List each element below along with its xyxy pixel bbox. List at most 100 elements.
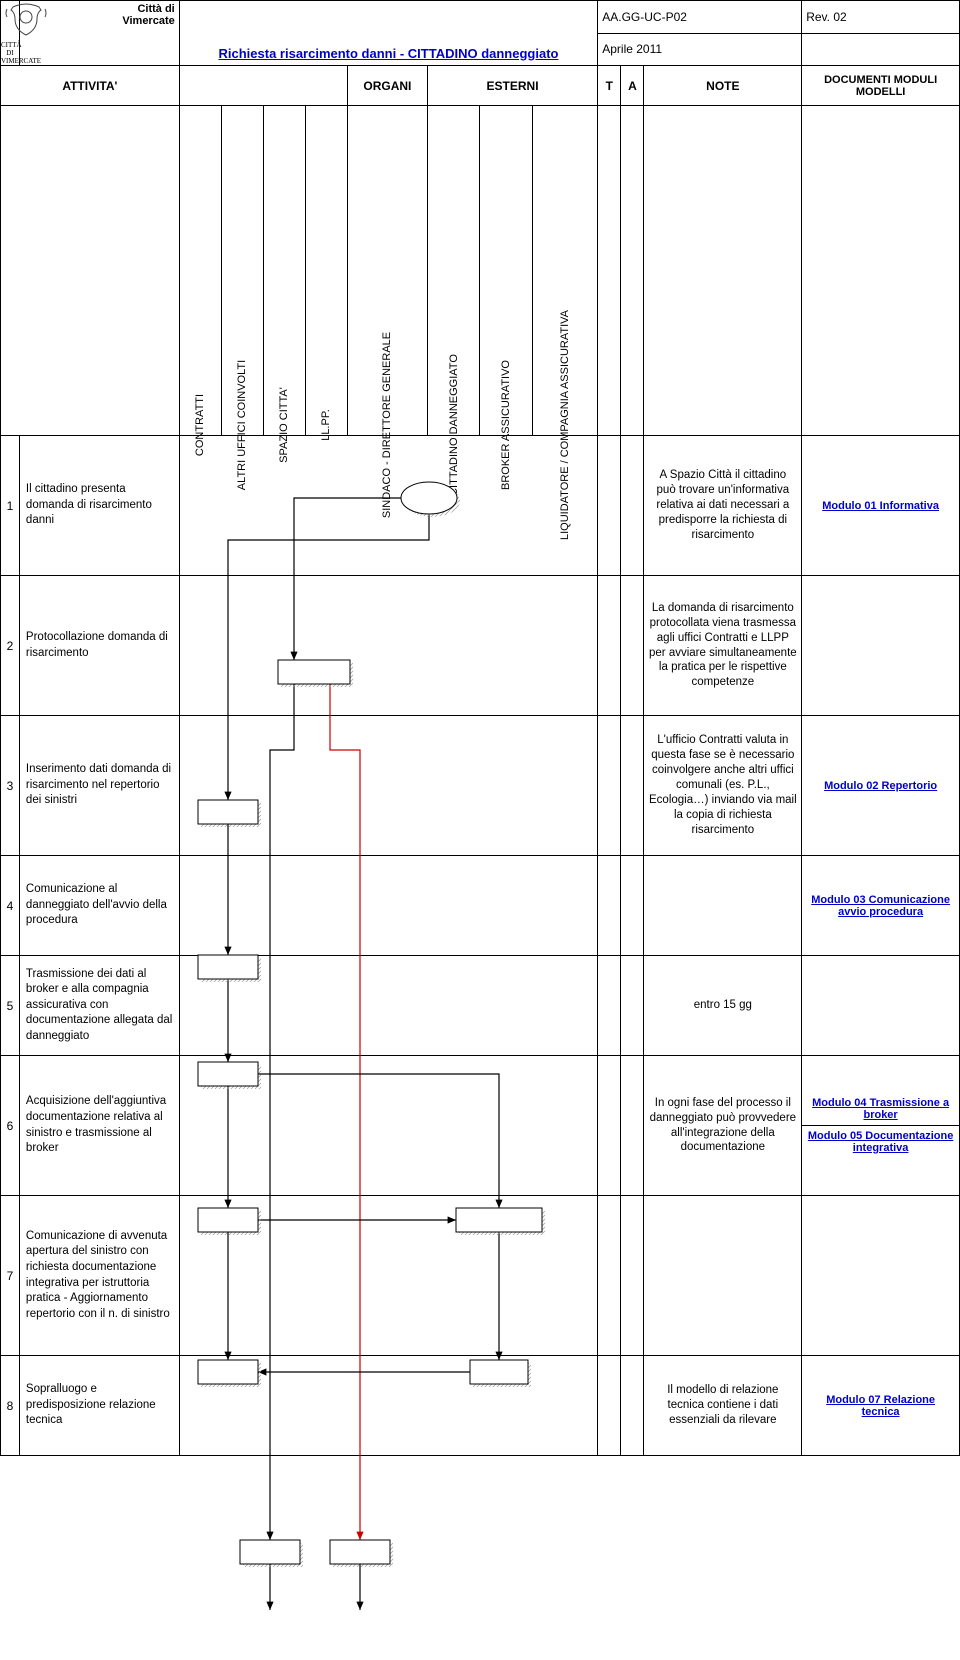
col-note: NOTE bbox=[644, 66, 802, 106]
note-cell: A Spazio Città il cittadino può trovare … bbox=[644, 436, 802, 576]
documents-cell: Modulo 04 Trasmissione a broker Modulo 05… bbox=[802, 1056, 960, 1196]
module-link[interactable]: Modulo 05 Documentazione integrativa bbox=[808, 1130, 953, 1154]
documents-cell bbox=[802, 576, 960, 716]
logo-caption: CITTÀ DI VIMERCATE bbox=[1, 41, 19, 65]
module-link[interactable]: Modulo 02 Repertorio bbox=[824, 780, 937, 792]
logo-cell: CITTÀ DI VIMERCATE bbox=[1, 1, 20, 66]
row-number: 3 bbox=[1, 716, 20, 856]
doc-date: Aprile 2011 bbox=[598, 33, 802, 66]
activity-row: 3Inserimento dati domanda di risarciment… bbox=[1, 716, 960, 856]
t-cell bbox=[598, 856, 621, 956]
documents-cell: Modulo 07 Relazione tecnica bbox=[802, 1356, 960, 1456]
a-cell bbox=[621, 1196, 644, 1356]
activity-description: Comunicazione al danneggiato dell'avvio … bbox=[19, 856, 179, 956]
activity-row: 8Sopralluogo e predisposizione relazione… bbox=[1, 1356, 960, 1456]
col-t: T bbox=[598, 66, 621, 106]
activity-description: Acquisizione dell'aggiuntiva documentazi… bbox=[19, 1056, 179, 1196]
t-cell bbox=[598, 956, 621, 1056]
t-cell bbox=[598, 1196, 621, 1356]
main-table: CITTÀ DI VIMERCATE Città di Vimercate Ri… bbox=[0, 0, 960, 1456]
lane-altri-uffici: ALTRI UFFICI COINVOLTI bbox=[221, 106, 263, 436]
row-number: 4 bbox=[1, 856, 20, 956]
row-number: 2 bbox=[1, 576, 20, 716]
col-a: A bbox=[621, 66, 644, 106]
flow-cell bbox=[179, 856, 598, 956]
activity-row: 2Protocollazione domanda di risarcimento… bbox=[1, 576, 960, 716]
activity-description: Protocollazione domanda di risarcimento bbox=[19, 576, 179, 716]
flow-cell bbox=[179, 1356, 598, 1456]
lane-broker: BROKER ASSICURATIVO bbox=[480, 106, 533, 436]
lane-cittadino: CITTADINO DANNEGGIATO bbox=[427, 106, 480, 436]
doc-revision: Rev. 02 bbox=[802, 1, 960, 34]
activity-row: 1Il cittadino presenta domanda di risarc… bbox=[1, 436, 960, 576]
lane-note-blank bbox=[644, 106, 802, 436]
module-link[interactable]: Modulo 01 Informativa bbox=[822, 500, 939, 512]
row-number: 1 bbox=[1, 436, 20, 576]
note-cell: entro 15 gg bbox=[644, 956, 802, 1056]
a-cell bbox=[621, 856, 644, 956]
note-cell: L'ufficio Contratti valuta in questa fas… bbox=[644, 716, 802, 856]
documents-cell: Modulo 01 Informativa bbox=[802, 436, 960, 576]
row-number: 5 bbox=[1, 956, 20, 1056]
page: CITTÀ DI VIMERCATE Città di Vimercate Ri… bbox=[0, 0, 960, 1456]
activity-row: 5Trasmissione dei dati al broker e alla … bbox=[1, 956, 960, 1056]
lane-spazio-citta: SPAZIO CITTA' bbox=[263, 106, 305, 436]
a-cell bbox=[621, 1356, 644, 1456]
row-number: 8 bbox=[1, 1356, 20, 1456]
col-esterni: ESTERNI bbox=[427, 66, 597, 106]
t-cell bbox=[598, 436, 621, 576]
flow-cell bbox=[179, 716, 598, 856]
doc-code: AA.GG-UC-P02 bbox=[598, 1, 802, 34]
module-link[interactable]: Modulo 04 Trasmissione a broker bbox=[812, 1097, 949, 1121]
activity-row: 4Comunicazione al danneggiato dell'avvio… bbox=[1, 856, 960, 956]
a-cell bbox=[621, 956, 644, 1056]
city-crest-icon bbox=[1, 1, 51, 39]
documents-cell: Modulo 02 Repertorio bbox=[802, 716, 960, 856]
lane-t bbox=[598, 106, 621, 436]
activity-row: 7Comunicazione di avvenuta apertura del … bbox=[1, 1196, 960, 1356]
col-attivita: ATTIVITA' bbox=[1, 66, 180, 106]
a-cell bbox=[621, 1056, 644, 1196]
header-row-1: CITTÀ DI VIMERCATE Città di Vimercate Ri… bbox=[1, 1, 960, 34]
flow-cell bbox=[179, 1196, 598, 1356]
t-cell bbox=[598, 1356, 621, 1456]
activity-description: Comunicazione di avvenuta apertura del s… bbox=[19, 1196, 179, 1356]
a-cell bbox=[621, 576, 644, 716]
note-cell: La domanda di risarcimento protocollata … bbox=[644, 576, 802, 716]
row-number: 6 bbox=[1, 1056, 20, 1196]
col-blank bbox=[179, 66, 347, 106]
empty-cell bbox=[802, 33, 960, 66]
lane-doc-blank bbox=[802, 106, 960, 436]
flow-cell bbox=[179, 1056, 598, 1196]
note-cell bbox=[644, 856, 802, 956]
column-group-row: ATTIVITA' ORGANI ESTERNI T A NOTE DOCUME… bbox=[1, 66, 960, 106]
lane-sindaco: SINDACO - DIRETTORE GENERALE bbox=[347, 106, 427, 436]
col-documenti: DOCUMENTI MODULI MODELLI bbox=[802, 66, 960, 106]
note-cell bbox=[644, 1196, 802, 1356]
documents-cell bbox=[802, 956, 960, 1056]
activity-description: Sopralluogo e predisposizione relazione … bbox=[19, 1356, 179, 1456]
t-cell bbox=[598, 716, 621, 856]
lane-contratti: CONTRATTI bbox=[179, 106, 221, 436]
lane-a bbox=[621, 106, 644, 436]
row-number: 7 bbox=[1, 1196, 20, 1356]
swimlane-blank bbox=[1, 106, 180, 436]
t-cell bbox=[598, 576, 621, 716]
activity-description: Inserimento dati domanda di risarcimento… bbox=[19, 716, 179, 856]
a-cell bbox=[621, 716, 644, 856]
activity-description: Il cittadino presenta domanda di risarci… bbox=[19, 436, 179, 576]
note-cell: Il modello di relazione tecnica contiene… bbox=[644, 1356, 802, 1456]
col-organi: ORGANI bbox=[347, 66, 427, 106]
module-link[interactable]: Modulo 03 Comunicazione avvio procedura bbox=[811, 894, 950, 918]
documents-cell: Modulo 03 Comunicazione avvio procedura bbox=[802, 856, 960, 956]
activity-description: Trasmissione dei dati al broker e alla c… bbox=[19, 956, 179, 1056]
lane-liquidatore: LIQUIDATORE / COMPAGNIA ASSICURATIVA bbox=[532, 106, 597, 436]
a-cell bbox=[621, 436, 644, 576]
flow-cell bbox=[179, 576, 598, 716]
swimlane-header-row: CONTRATTI ALTRI UFFICI COINVOLTI SPAZIO … bbox=[1, 106, 960, 436]
t-cell bbox=[598, 1056, 621, 1196]
module-link[interactable]: Modulo 07 Relazione tecnica bbox=[826, 1394, 935, 1418]
note-cell: In ogni fase del processo il danneggiato… bbox=[644, 1056, 802, 1196]
flow-cell bbox=[179, 956, 598, 1056]
activity-row: 6Acquisizione dell'aggiuntiva documentaz… bbox=[1, 1056, 960, 1196]
